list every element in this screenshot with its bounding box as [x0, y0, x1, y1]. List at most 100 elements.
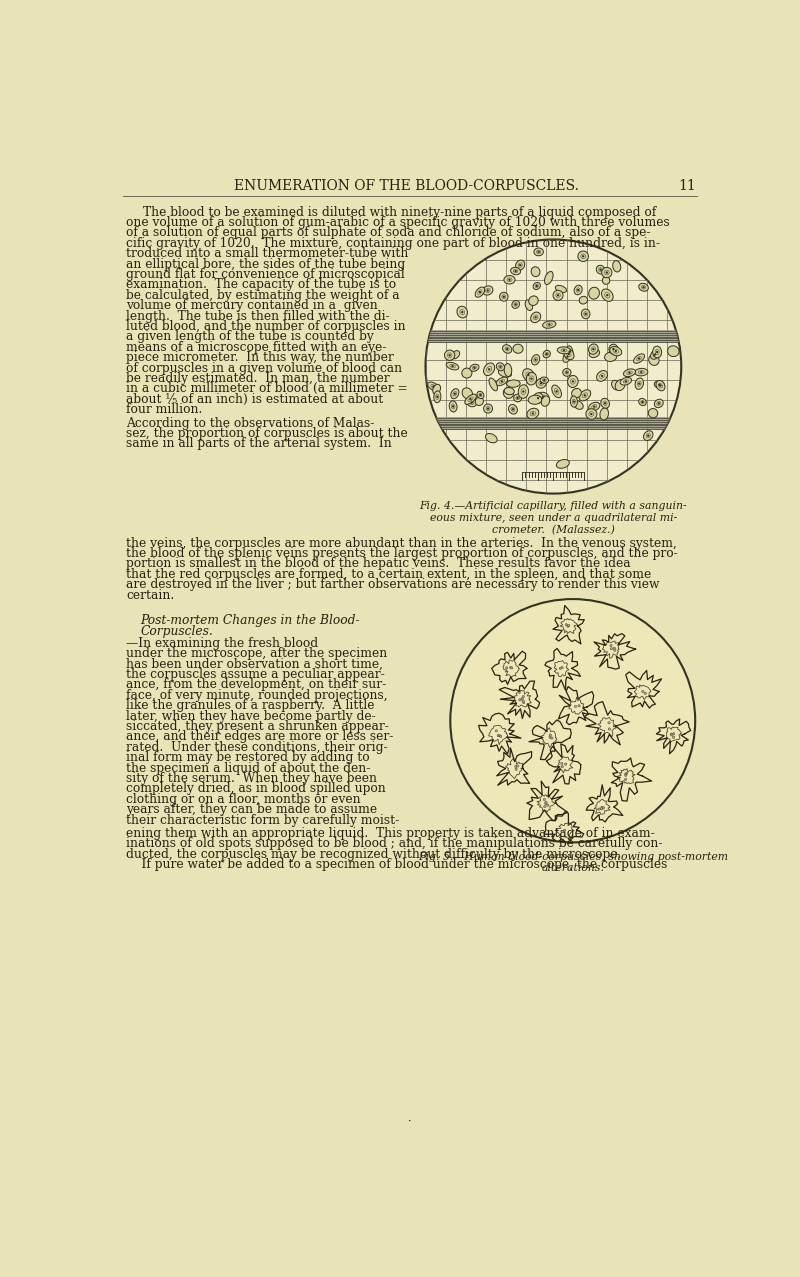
Circle shape	[527, 374, 530, 375]
Ellipse shape	[602, 277, 610, 285]
Circle shape	[488, 368, 490, 370]
Circle shape	[572, 381, 574, 383]
Ellipse shape	[475, 397, 483, 406]
Ellipse shape	[434, 391, 441, 402]
Ellipse shape	[504, 387, 514, 395]
Circle shape	[478, 291, 481, 294]
Ellipse shape	[566, 346, 573, 358]
Ellipse shape	[602, 289, 613, 301]
Text: sez, the proportion of corpuscles is about the: sez, the proportion of corpuscles is abo…	[126, 427, 408, 441]
Text: ducted, the corpuscles may be recognized without difficulty by the microscope.: ducted, the corpuscles may be recognized…	[126, 848, 622, 861]
Ellipse shape	[563, 349, 574, 360]
Ellipse shape	[589, 287, 599, 299]
Text: the veins, the corpuscles are more abundant than in the arteries.  In the venous: the veins, the corpuscles are more abund…	[126, 536, 678, 549]
Circle shape	[561, 762, 563, 765]
Ellipse shape	[545, 272, 553, 285]
Ellipse shape	[540, 377, 549, 383]
Circle shape	[486, 290, 489, 291]
Circle shape	[566, 355, 569, 358]
Ellipse shape	[634, 354, 645, 363]
Circle shape	[537, 397, 539, 400]
Text: four million.: four million.	[126, 404, 202, 416]
Circle shape	[608, 722, 610, 724]
Ellipse shape	[498, 369, 511, 377]
Circle shape	[517, 765, 519, 767]
Circle shape	[549, 736, 551, 738]
Ellipse shape	[589, 402, 600, 411]
Ellipse shape	[512, 300, 519, 309]
Ellipse shape	[574, 285, 582, 295]
Ellipse shape	[620, 378, 632, 386]
Ellipse shape	[552, 386, 562, 398]
Circle shape	[585, 313, 587, 315]
Circle shape	[499, 736, 502, 738]
Ellipse shape	[567, 375, 578, 387]
Circle shape	[582, 255, 584, 258]
Ellipse shape	[536, 378, 546, 388]
Text: length.  The tube is then filled with the di-: length. The tube is then filled with the…	[126, 309, 390, 323]
Ellipse shape	[510, 267, 521, 275]
Circle shape	[561, 830, 563, 833]
Ellipse shape	[556, 460, 570, 469]
Ellipse shape	[518, 384, 529, 398]
Ellipse shape	[482, 286, 493, 295]
Circle shape	[432, 386, 434, 388]
Text: completely dried, as in blood spilled upon: completely dried, as in blood spilled up…	[126, 783, 386, 796]
Ellipse shape	[452, 351, 460, 359]
Circle shape	[602, 807, 605, 810]
Text: —In examining the fresh blood: —In examining the fresh blood	[126, 637, 318, 650]
Text: means of a microscope fitted with an eye-: means of a microscope fitted with an eye…	[126, 341, 386, 354]
Ellipse shape	[527, 409, 539, 419]
Text: are destroyed in the liver ; but farther observations are necessary to render th: are destroyed in the liver ; but farther…	[126, 578, 660, 591]
Ellipse shape	[446, 363, 458, 370]
Ellipse shape	[600, 407, 609, 420]
Circle shape	[647, 434, 650, 437]
Ellipse shape	[450, 388, 459, 398]
Ellipse shape	[579, 389, 590, 401]
Ellipse shape	[634, 368, 648, 375]
Ellipse shape	[555, 285, 566, 292]
Circle shape	[673, 736, 674, 738]
Circle shape	[510, 667, 512, 669]
Ellipse shape	[462, 388, 473, 398]
Text: in a cubic millimeter of blood (a millimeter =: in a cubic millimeter of blood (a millim…	[126, 382, 408, 396]
Circle shape	[426, 240, 682, 494]
Ellipse shape	[574, 401, 583, 410]
Text: According to the observations of Malas-: According to the observations of Malas-	[126, 416, 374, 429]
Circle shape	[450, 599, 695, 843]
Circle shape	[532, 412, 534, 415]
Ellipse shape	[543, 350, 550, 358]
Ellipse shape	[530, 312, 541, 323]
Circle shape	[545, 802, 547, 805]
Ellipse shape	[542, 396, 550, 406]
Ellipse shape	[602, 267, 612, 277]
Ellipse shape	[613, 261, 621, 272]
Circle shape	[559, 667, 562, 669]
Circle shape	[495, 729, 498, 732]
Text: a given length of the tube is counted by: a given length of the tube is counted by	[126, 331, 374, 344]
Bar	[422, 329, 685, 344]
Circle shape	[606, 272, 608, 273]
Ellipse shape	[648, 409, 658, 418]
Circle shape	[561, 765, 563, 767]
Circle shape	[534, 317, 537, 318]
Ellipse shape	[615, 379, 625, 391]
Text: certain.: certain.	[126, 589, 174, 601]
Circle shape	[642, 401, 644, 404]
Text: luted blood, and the number of corpuscles in: luted blood, and the number of corpuscle…	[126, 321, 406, 333]
Bar	[422, 416, 685, 429]
Ellipse shape	[483, 404, 493, 414]
Ellipse shape	[582, 309, 590, 319]
Ellipse shape	[470, 364, 479, 372]
Ellipse shape	[522, 369, 534, 381]
Ellipse shape	[502, 345, 512, 354]
Circle shape	[543, 798, 546, 801]
Ellipse shape	[570, 396, 578, 407]
Ellipse shape	[531, 267, 540, 277]
Ellipse shape	[635, 378, 643, 389]
Ellipse shape	[462, 368, 472, 378]
Circle shape	[592, 347, 594, 350]
Circle shape	[565, 623, 567, 626]
Ellipse shape	[496, 363, 505, 370]
Circle shape	[487, 407, 490, 410]
